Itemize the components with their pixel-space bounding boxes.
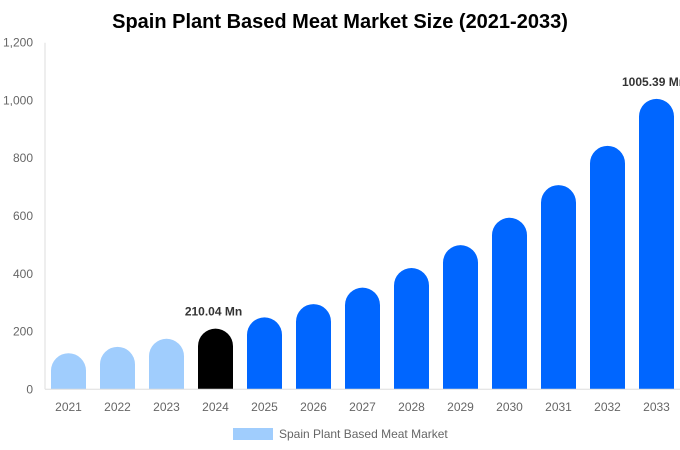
y-tick-label: 200 [13, 325, 33, 339]
x-axis: 2021 2022 2023 2024 2025 2026 2027 2028 2029 2030… [45, 388, 680, 414]
x-tick-label: 2032 [594, 400, 621, 414]
bar-2032[interactable] [590, 145, 625, 390]
bar-2022[interactable] [100, 346, 135, 390]
y-axis: 0 200 400 600 800 1,000 1,200 [3, 36, 46, 396]
bar-2028[interactable] [394, 267, 429, 390]
y-tick-label: 400 [13, 267, 33, 281]
y-tick-label: 0 [26, 382, 33, 396]
x-tick-label: 2033 [643, 400, 670, 414]
bar-2026[interactable] [296, 304, 331, 390]
data-labels: 210.04 Mn 1005.39 Mn [185, 75, 680, 319]
bar-2024[interactable] [198, 328, 233, 390]
y-tick-label: 1,200 [3, 36, 33, 50]
bar-2029[interactable] [443, 245, 478, 390]
x-tick-label: 2025 [251, 400, 278, 414]
x-tick-label: 2023 [153, 400, 180, 414]
x-tick-label: 2027 [349, 400, 376, 414]
x-tick-label: 2024 [202, 400, 229, 414]
chart-title: Spain Plant Based Meat Market Size (2021… [112, 11, 568, 33]
x-tick-label: 2021 [55, 400, 82, 414]
bar-2033[interactable] [639, 98, 674, 390]
x-tick-label: 2022 [104, 400, 131, 414]
bar-2025[interactable] [247, 317, 282, 390]
y-tick-label: 1,000 [3, 93, 33, 107]
legend[interactable]: Spain Plant Based Meat Market [233, 427, 448, 441]
data-label-2033: 1005.39 Mn [622, 75, 680, 89]
y-tick-label: 600 [13, 209, 33, 223]
bars [51, 98, 674, 390]
bar-2023[interactable] [149, 338, 184, 390]
bar-2027[interactable] [345, 287, 380, 390]
bar-2021[interactable] [51, 353, 86, 390]
x-tick-label: 2031 [545, 400, 572, 414]
x-tick-label: 2026 [300, 400, 327, 414]
legend-label: Spain Plant Based Meat Market [279, 427, 448, 441]
bar-2030[interactable] [492, 217, 527, 390]
y-tick-label: 800 [13, 151, 33, 165]
data-label-2024: 210.04 Mn [185, 305, 242, 319]
x-tick-label: 2028 [398, 400, 425, 414]
x-tick-label: 2030 [496, 400, 523, 414]
x-tick-label: 2029 [447, 400, 474, 414]
legend-swatch [233, 428, 273, 440]
bar-2031[interactable] [541, 185, 576, 390]
